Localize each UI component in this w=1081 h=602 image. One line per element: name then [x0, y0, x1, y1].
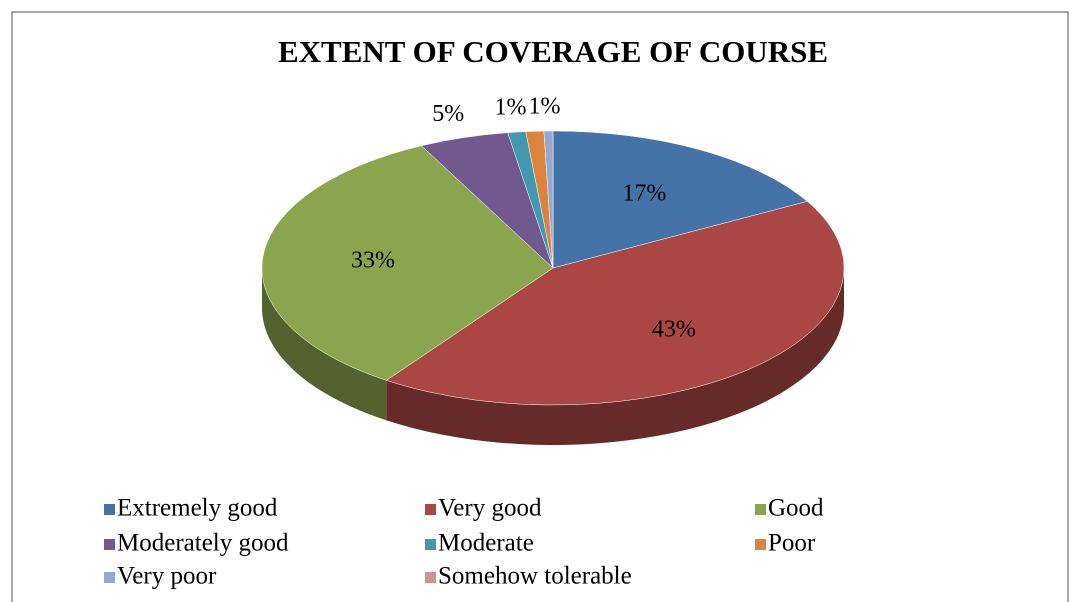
legend-swatch — [104, 572, 115, 583]
legend-swatch — [755, 504, 766, 515]
legend-swatch — [425, 539, 436, 550]
legend-swatch — [104, 504, 115, 515]
legend-label: Somehow tolerable — [438, 563, 632, 590]
legend-swatch — [104, 539, 115, 550]
data-label: 33% — [351, 248, 395, 274]
slice — [543, 130, 554, 269]
legend-label: Extremely good — [117, 495, 278, 522]
legend-label: Poor — [768, 530, 816, 557]
legend-swatch — [425, 572, 436, 583]
slice — [385, 201, 845, 406]
legend-swatch — [755, 539, 766, 550]
data-label: 17% — [622, 180, 666, 206]
legend-label: Very good — [438, 495, 542, 522]
legend-label: Moderate — [438, 530, 534, 557]
data-label: 43% — [652, 317, 696, 343]
legend-label: Very poor — [117, 563, 217, 590]
legend-swatch — [425, 504, 436, 515]
data-label: 1% — [495, 94, 527, 120]
data-label: 5% — [432, 101, 464, 127]
slice — [261, 145, 554, 381]
slice-side — [262, 268, 387, 421]
chart-title: EXTENT OF COVERAGE OF COURSE — [278, 34, 828, 69]
chart-frame — [11, 11, 1069, 602]
legend-label: Moderately good — [117, 530, 289, 557]
slice-side — [386, 268, 844, 445]
legend-label: Good — [768, 495, 824, 522]
data-label: 1% — [529, 94, 561, 120]
slice — [552, 130, 808, 269]
